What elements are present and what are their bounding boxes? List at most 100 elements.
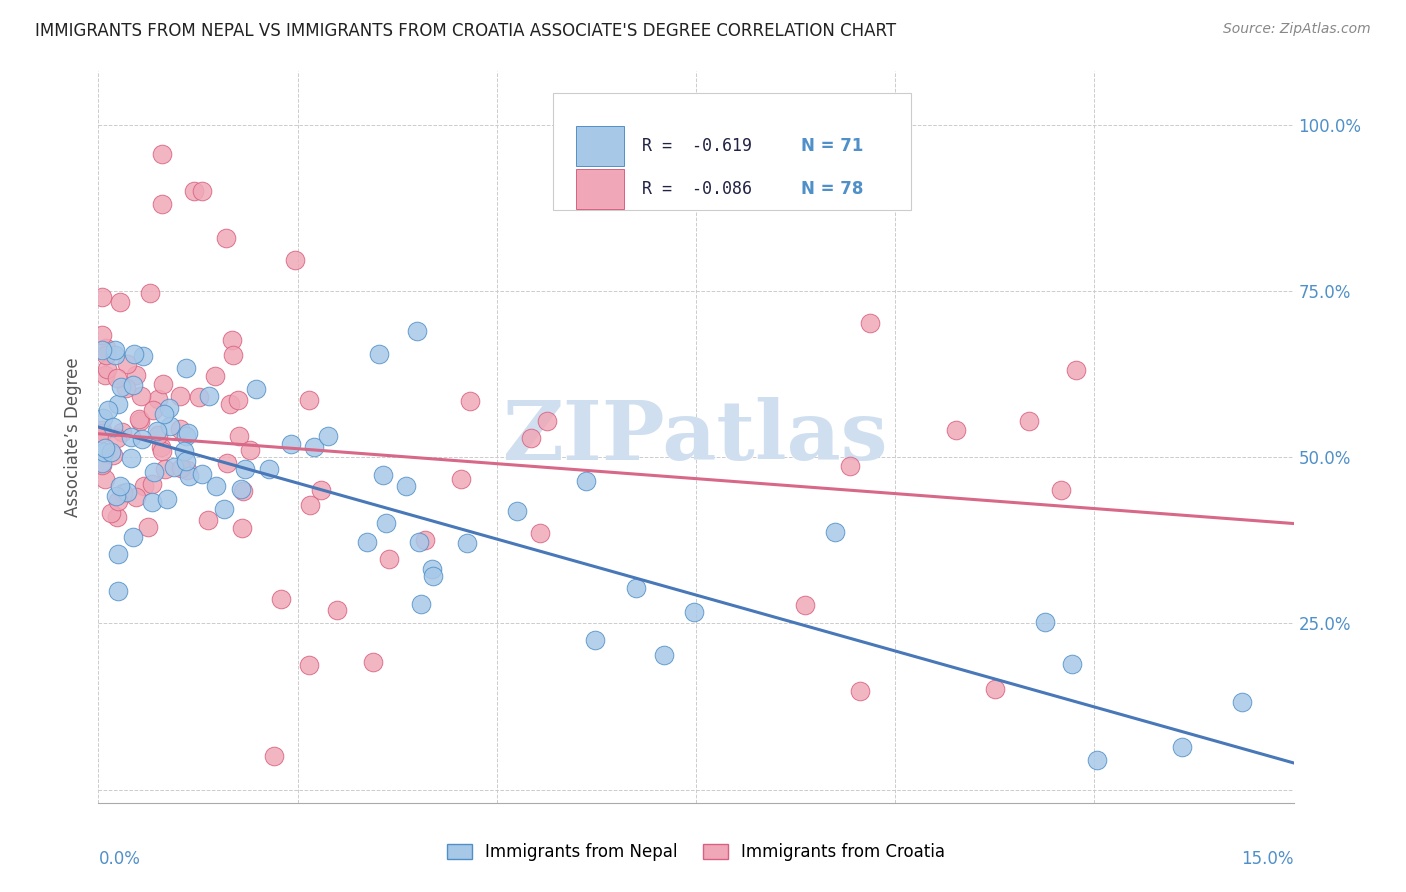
Point bbox=[176, 463, 198, 477]
Point bbox=[356, 535, 378, 549]
Point bbox=[96, 348, 118, 362]
Point bbox=[100, 445, 122, 459]
Point bbox=[94, 442, 117, 456]
Point bbox=[191, 184, 214, 198]
Point bbox=[575, 475, 598, 489]
Point bbox=[367, 347, 389, 361]
Point bbox=[219, 397, 242, 411]
Point bbox=[145, 424, 167, 438]
Point bbox=[125, 368, 148, 383]
Point bbox=[129, 389, 152, 403]
Point bbox=[1050, 483, 1073, 497]
Point bbox=[983, 681, 1005, 696]
Point bbox=[149, 440, 172, 454]
Point bbox=[1230, 695, 1253, 709]
Point bbox=[107, 371, 129, 385]
Point bbox=[375, 516, 398, 531]
Point bbox=[624, 581, 647, 595]
Point bbox=[163, 459, 186, 474]
Point bbox=[125, 490, 148, 504]
Point bbox=[226, 393, 249, 408]
Point bbox=[824, 524, 846, 539]
Point bbox=[1062, 657, 1084, 671]
Point bbox=[104, 348, 127, 362]
Point bbox=[152, 407, 174, 421]
Point bbox=[169, 389, 191, 403]
FancyBboxPatch shape bbox=[576, 169, 624, 210]
Point bbox=[450, 472, 472, 486]
Point bbox=[583, 632, 606, 647]
Text: IMMIGRANTS FROM NEPAL VS IMMIGRANTS FROM CROATIA ASSOCIATE'S DEGREE CORRELATION : IMMIGRANTS FROM NEPAL VS IMMIGRANTS FROM… bbox=[35, 22, 896, 40]
Point bbox=[682, 605, 704, 619]
FancyBboxPatch shape bbox=[576, 126, 624, 166]
Point bbox=[132, 479, 155, 493]
Point bbox=[169, 422, 191, 436]
Point bbox=[215, 456, 238, 470]
Point bbox=[146, 428, 169, 442]
Point bbox=[138, 520, 160, 534]
Point bbox=[122, 377, 145, 392]
Point bbox=[460, 394, 482, 409]
Point bbox=[183, 184, 205, 198]
Point bbox=[311, 483, 333, 498]
Point bbox=[284, 253, 307, 268]
Point bbox=[177, 469, 200, 483]
Point bbox=[204, 369, 226, 384]
Point bbox=[111, 485, 134, 500]
Point bbox=[859, 316, 882, 330]
Point bbox=[228, 428, 250, 442]
Point bbox=[187, 390, 209, 404]
Point bbox=[1171, 740, 1194, 755]
Point bbox=[270, 592, 292, 607]
Point bbox=[371, 467, 394, 482]
Point bbox=[222, 348, 245, 362]
Point bbox=[108, 294, 131, 309]
Point bbox=[1064, 362, 1087, 376]
Point bbox=[101, 448, 124, 462]
Point bbox=[298, 657, 321, 672]
Point bbox=[197, 389, 219, 403]
Point bbox=[302, 440, 325, 454]
Point bbox=[235, 462, 257, 476]
Point bbox=[115, 381, 138, 395]
Point bbox=[229, 482, 252, 496]
Point bbox=[122, 530, 145, 544]
Point bbox=[141, 476, 163, 491]
Point bbox=[363, 655, 385, 669]
Point bbox=[413, 533, 436, 547]
Point bbox=[245, 383, 267, 397]
Point bbox=[97, 402, 120, 417]
Point bbox=[91, 290, 114, 304]
Point bbox=[91, 327, 114, 342]
Point bbox=[793, 598, 815, 612]
Point bbox=[205, 479, 228, 493]
Point bbox=[120, 451, 142, 466]
Text: N = 71: N = 71 bbox=[801, 137, 863, 155]
Point bbox=[150, 197, 173, 211]
Point bbox=[91, 343, 114, 358]
Point bbox=[456, 536, 478, 550]
Point bbox=[152, 444, 174, 458]
Text: ZIPatlas: ZIPatlas bbox=[503, 397, 889, 477]
Point bbox=[107, 494, 129, 508]
Point bbox=[232, 484, 254, 499]
Point bbox=[110, 380, 132, 394]
Point bbox=[150, 147, 173, 161]
Point bbox=[107, 584, 129, 599]
Point bbox=[536, 414, 558, 428]
Point bbox=[506, 504, 529, 518]
Text: 0.0%: 0.0% bbox=[98, 850, 141, 868]
Point bbox=[141, 494, 163, 508]
Point bbox=[298, 393, 321, 408]
Point bbox=[115, 357, 138, 371]
Point bbox=[1085, 752, 1108, 766]
Point bbox=[93, 445, 115, 459]
Point bbox=[153, 462, 176, 476]
Point bbox=[139, 285, 162, 300]
Point bbox=[1033, 615, 1056, 629]
Point bbox=[316, 429, 339, 443]
Point bbox=[107, 397, 129, 411]
Point bbox=[100, 506, 122, 520]
Point bbox=[409, 597, 432, 611]
Point bbox=[115, 484, 138, 499]
